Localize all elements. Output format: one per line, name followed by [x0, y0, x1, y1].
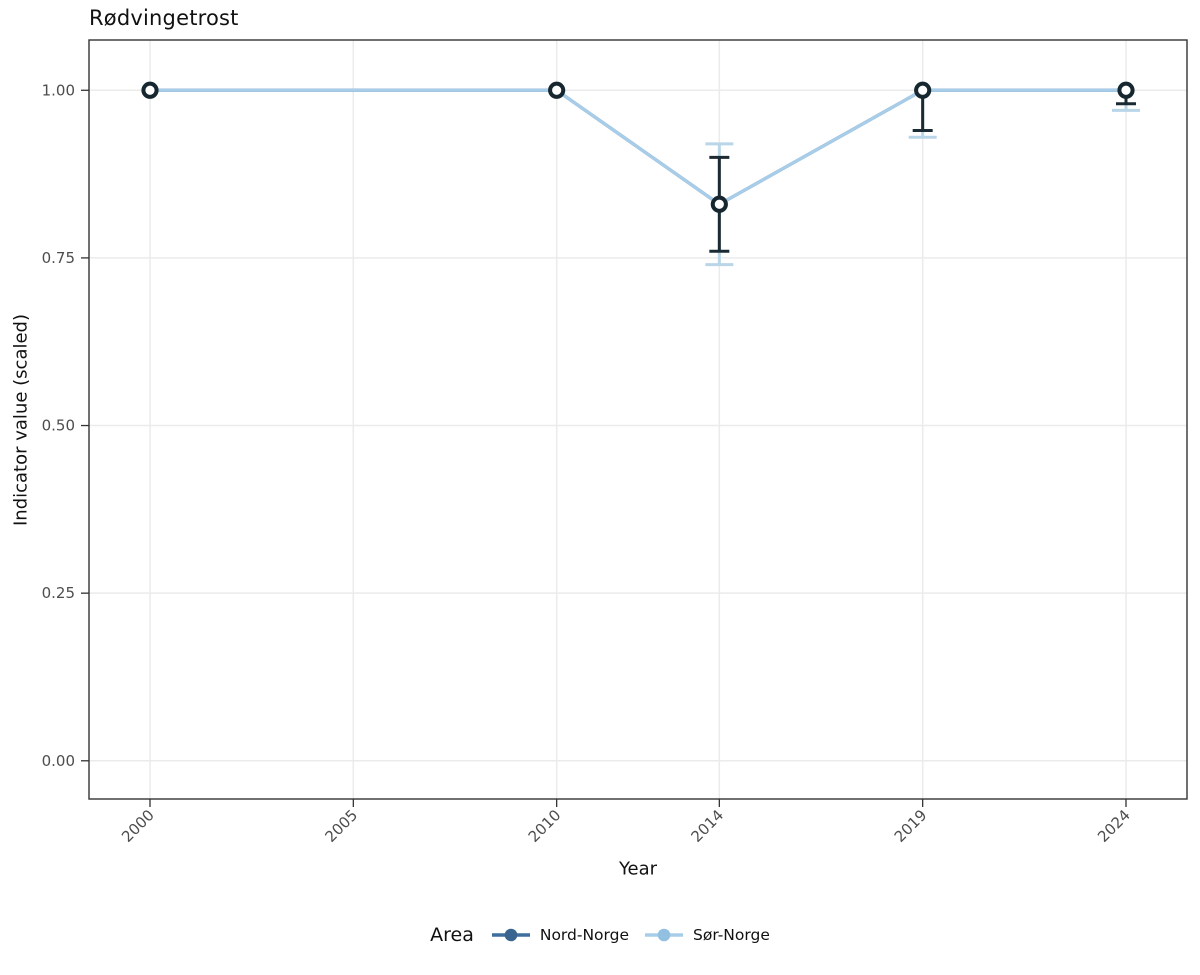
x-tick-label: 2000 [118, 806, 158, 846]
legend-label-sor-norge: Sør-Norge [693, 926, 770, 944]
y-tick-label: 0.50 [42, 417, 75, 435]
legend-entry-sor-norge: Sør-Norge [643, 924, 770, 946]
y-tick-label: 1.00 [42, 81, 75, 99]
x-tick-label: 2019 [891, 806, 931, 846]
panel-border [88, 39, 1188, 800]
y-tick-label: 0.75 [42, 249, 75, 267]
y-tick-label: 0.00 [42, 752, 75, 770]
legend-label-nord-norge: Nord-Norge [539, 926, 630, 944]
legend-entry-nord-norge: Nord-Norge [490, 924, 629, 946]
legend-key-nord-norge-icon [491, 928, 530, 942]
data-point [710, 195, 728, 213]
x-tick-label: 2014 [687, 806, 727, 846]
y-tick-label: 0.25 [42, 584, 75, 602]
chart-title: Rødvingetrost [89, 6, 239, 30]
data-point [141, 81, 159, 99]
x-axis-title: Year [618, 858, 658, 880]
data-point [914, 81, 932, 99]
x-tick-label: 2024 [1094, 806, 1134, 846]
legend: Area Nord-Norge Sør-Norge [0, 918, 1200, 952]
y-axis-title: Indicator value (scaled) [10, 313, 32, 527]
data-point [1117, 81, 1135, 99]
x-tick-label: 2005 [321, 806, 361, 846]
panel-background [89, 40, 1187, 799]
legend-title: Area [430, 924, 474, 946]
legend-key-sor-norge-icon [645, 928, 684, 942]
x-tick-label: 2010 [525, 806, 565, 846]
data-point [548, 81, 566, 99]
